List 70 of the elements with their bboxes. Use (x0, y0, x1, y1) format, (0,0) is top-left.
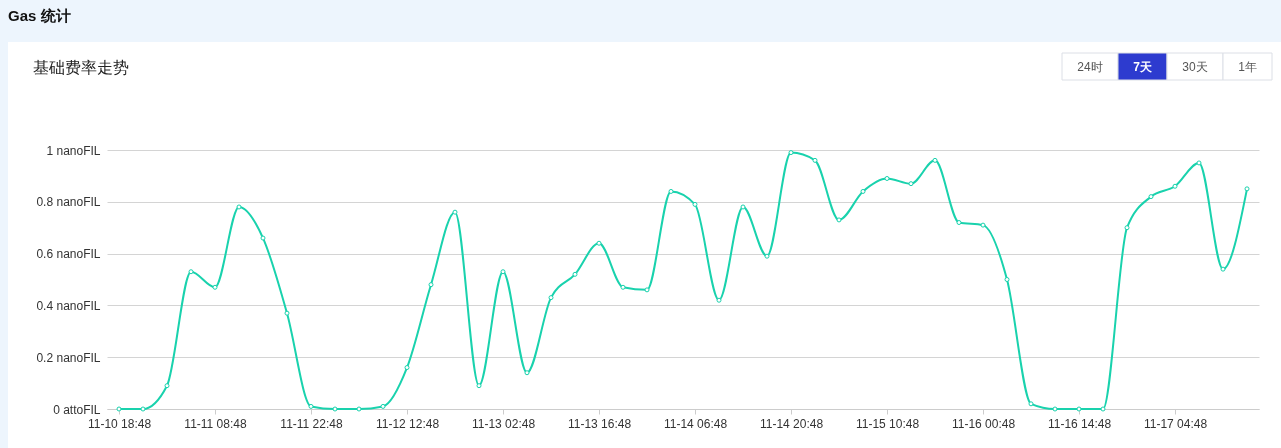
y-tick-label: 0.6 nanoFIL (36, 247, 101, 262)
point (1244, 186, 1250, 192)
point (1148, 194, 1154, 200)
y-tick-label: 0.8 nanoFIL (36, 195, 101, 210)
point (188, 269, 194, 275)
point (524, 370, 530, 376)
point (1172, 183, 1178, 189)
point (1124, 225, 1130, 231)
x-tick-label: 11-13 16:48 (567, 416, 632, 431)
x-tick-label: 11-13 02:48 (471, 416, 536, 431)
point (476, 383, 482, 389)
point (812, 157, 818, 163)
point (884, 175, 890, 181)
point (404, 365, 410, 371)
point (740, 204, 746, 210)
point (572, 271, 578, 277)
point (908, 181, 914, 187)
point (668, 188, 674, 194)
point (212, 284, 218, 290)
x-tick-label: 11-11 08:48 (184, 416, 247, 431)
point (860, 188, 866, 194)
x-tick-label: 11-10 18:48 (87, 416, 152, 431)
point (980, 222, 986, 228)
point (620, 284, 626, 290)
point (932, 157, 938, 163)
x-tick-label: 11-17 04:48 (1143, 416, 1208, 431)
point (500, 269, 506, 275)
point (428, 282, 434, 288)
point (548, 295, 554, 301)
point (764, 253, 770, 259)
point (716, 297, 722, 303)
point (1100, 406, 1106, 412)
x-tick-label: 11-16 14:48 (1047, 416, 1112, 431)
y-tick-label: 0.2 nanoFIL (36, 350, 101, 365)
x-tick-label: 11-14 20:48 (759, 416, 824, 431)
text: 1年 (1238, 59, 1257, 74)
chart-title: Gas 统计 (8, 7, 71, 24)
point (1196, 160, 1202, 166)
point (356, 406, 362, 412)
point (140, 406, 146, 412)
point (308, 403, 314, 409)
point (692, 201, 698, 207)
point (788, 150, 794, 156)
text: 24时 (1077, 59, 1103, 74)
point (644, 287, 650, 293)
point (1052, 406, 1058, 412)
point (1220, 266, 1226, 272)
point (1004, 277, 1010, 282)
x-tick-label: 11-14 06:48 (663, 416, 728, 431)
y-tick-label: 0.4 nanoFIL (36, 298, 101, 313)
point (164, 383, 170, 389)
chart-subtitle: 基础费率走势 (33, 59, 129, 76)
point (956, 220, 962, 226)
point (284, 310, 290, 316)
point (236, 204, 242, 210)
x-tick-label: 11-16 00:48 (951, 416, 1016, 431)
point (380, 403, 386, 409)
point (452, 209, 458, 215)
point (596, 240, 602, 246)
text: 7天 (1133, 59, 1153, 74)
text: 30天 (1182, 59, 1208, 74)
point (332, 406, 338, 412)
point (260, 235, 266, 241)
y-tick-label: 1 nanoFIL (46, 143, 101, 158)
y-tick-label: 0 attoFIL (53, 402, 101, 417)
x-tick-label: 11-15 10:48 (855, 416, 920, 431)
x-tick-label: 11-11 22:48 (280, 416, 343, 431)
x-tick-label: 11-12 12:48 (375, 416, 440, 431)
point (1028, 401, 1034, 407)
point (836, 217, 842, 223)
